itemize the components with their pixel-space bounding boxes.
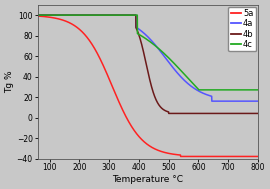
Line: 4c: 4c (38, 15, 258, 90)
4c (252, 89, 255, 91)
4a (210, 100, 213, 102)
X-axis label: Temperature °C: Temperature °C (112, 175, 183, 184)
4c (120, 14, 124, 16)
5a (256, 155, 259, 158)
4a (74, 14, 77, 16)
4b (74, 14, 77, 16)
4c (228, 89, 232, 91)
4c (197, 89, 201, 91)
Legend: 5a, 4a, 4b, 4c: 5a, 4a, 4b, 4c (228, 7, 256, 51)
4b (228, 112, 232, 115)
4b (130, 14, 133, 16)
4a (120, 14, 124, 16)
4b (36, 14, 39, 16)
Y-axis label: Tg %: Tg % (5, 70, 14, 93)
4c (130, 14, 133, 16)
Line: 4a: 4a (38, 15, 258, 101)
4c (36, 14, 39, 16)
5a (74, 25, 77, 28)
5a (228, 155, 232, 158)
5a (179, 155, 182, 158)
Line: 5a: 5a (38, 16, 258, 156)
4a (228, 100, 232, 102)
4c (256, 89, 259, 91)
4c (61, 14, 64, 16)
4b (256, 112, 259, 115)
5a (61, 19, 64, 21)
Line: 4b: 4b (38, 15, 258, 113)
4b (61, 14, 64, 16)
4b (120, 14, 124, 16)
4b (252, 112, 255, 115)
5a (36, 15, 39, 17)
5a (130, 125, 133, 128)
4a (252, 100, 255, 102)
4a (256, 100, 259, 102)
4b (167, 112, 170, 115)
5a (120, 108, 124, 110)
4a (130, 14, 133, 16)
4c (74, 14, 77, 16)
5a (252, 155, 255, 158)
4a (61, 14, 64, 16)
4a (36, 14, 39, 16)
